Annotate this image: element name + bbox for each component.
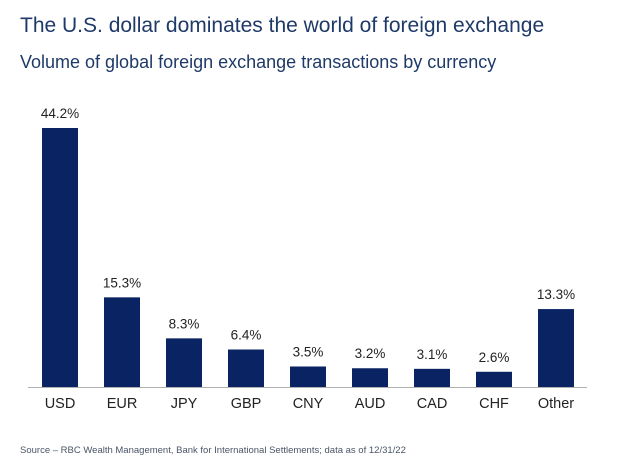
bar-eur <box>104 297 140 387</box>
value-label-other: 13.3% <box>537 287 575 302</box>
category-label-chf: CHF <box>479 396 509 412</box>
bar-usd <box>42 128 78 387</box>
bar-gbp <box>228 349 264 387</box>
bar-jpy <box>166 338 202 387</box>
bar-cad <box>414 368 450 387</box>
chart-subtitle: Volume of global foreign exchange transa… <box>20 52 497 72</box>
value-label-group: 44.2% 15.3% 8.3% 6.4% 3.5% 3.2% 3.1% 2.6% 13.3% <box>41 106 575 365</box>
category-label-eur: EUR <box>107 396 138 412</box>
value-label-chf: 2.6% <box>479 350 510 365</box>
category-label-jpy: JPY <box>171 396 198 412</box>
value-label-cny: 3.5% <box>293 344 324 359</box>
category-label-usd: USD <box>45 396 76 412</box>
value-label-aud: 3.2% <box>355 346 386 361</box>
category-label-gbp: GBP <box>231 396 262 412</box>
bar-chart: 44.2%15.3%8.3%6.4%3.5% 3.2% 3.1% 2.6%13.3% … <box>28 106 587 412</box>
bar-other <box>538 309 574 387</box>
category-label-cny: CNY <box>293 396 324 412</box>
value-label-usd: 44.2% <box>41 106 79 121</box>
category-label-aud: AUD <box>355 396 386 412</box>
category-label-other: Other <box>538 396 574 412</box>
chart-title: The U.S. dollar dominates the world of f… <box>20 14 545 37</box>
value-label-eur: 15.3% <box>103 275 141 290</box>
bar-aud <box>352 368 388 387</box>
category-label-group: USD EUR JPY GBP CNY AUD CAD CHF Other <box>45 396 575 412</box>
value-label-gbp: 6.4% <box>231 327 262 342</box>
value-label-cad: 3.1% <box>417 347 448 362</box>
bar-chf <box>476 371 512 387</box>
value-label-jpy: 8.3% <box>169 316 200 331</box>
category-label-cad: CAD <box>417 396 448 412</box>
source-note: Source – RBC Wealth Management, Bank for… <box>20 445 406 456</box>
bar-group <box>42 128 574 387</box>
bar-cny <box>290 366 326 387</box>
